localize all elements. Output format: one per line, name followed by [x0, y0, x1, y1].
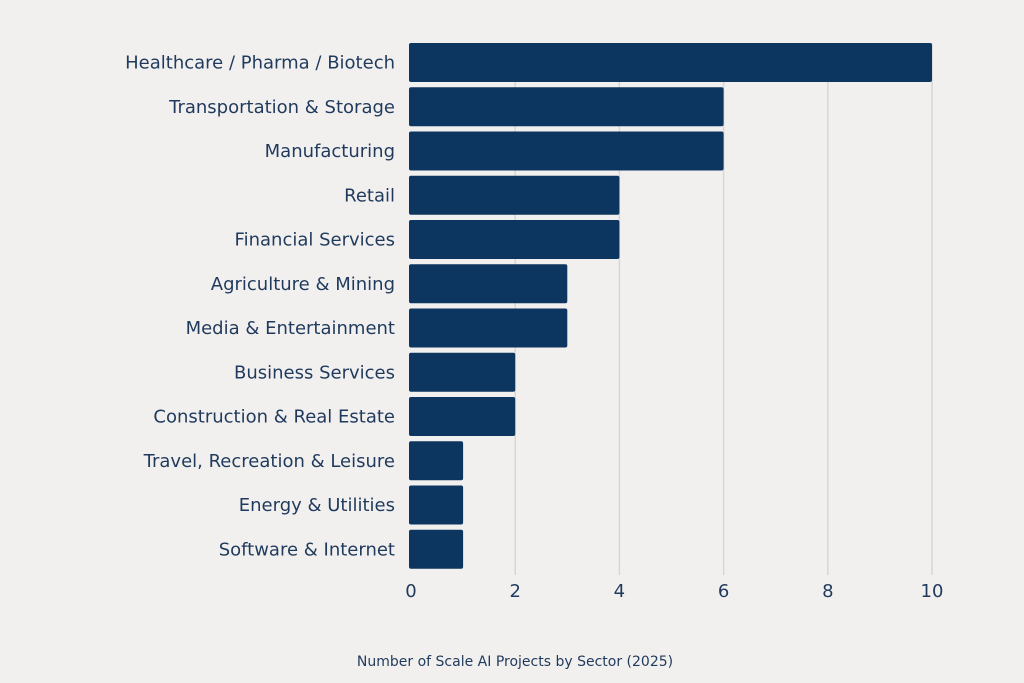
bar — [409, 43, 932, 82]
bar — [409, 441, 464, 481]
category-label: Construction & Real Estate — [153, 407, 395, 428]
bar — [409, 131, 724, 171]
x-tick-label: 4 — [614, 581, 625, 602]
bar — [409, 308, 568, 348]
bar — [409, 529, 464, 569]
x-tick-label: 0 — [405, 581, 416, 602]
category-label: Agriculture & Mining — [211, 274, 395, 295]
x-tick-label: 2 — [509, 581, 520, 602]
category-label: Media & Entertainment — [186, 318, 395, 339]
category-label: Transportation & Storage — [168, 97, 395, 118]
category-label: Travel, Recreation & Leisure — [143, 451, 395, 472]
bars — [409, 43, 932, 569]
bar — [409, 220, 620, 259]
category-label: Business Services — [234, 362, 395, 383]
category-label: Financial Services — [235, 230, 395, 251]
bar — [409, 264, 568, 304]
x-tick-label: 8 — [822, 581, 833, 602]
x-tick-label: 10 — [921, 581, 944, 602]
category-labels: Healthcare / Pharma / Biotech Transportat… — [125, 53, 395, 561]
category-label: Energy & Utilities — [239, 495, 395, 516]
bar — [409, 397, 516, 436]
bar — [409, 485, 464, 525]
x-axis-ticks: 0 2 4 6 8 10 — [405, 581, 943, 602]
bar — [409, 87, 724, 127]
category-label: Manufacturing — [265, 141, 395, 162]
category-label: Retail — [344, 185, 395, 206]
chart-caption: Number of Scale AI Projects by Sector (2… — [357, 654, 673, 670]
bar — [409, 175, 620, 215]
x-tick-label: 6 — [718, 581, 729, 602]
category-label: Healthcare / Pharma / Biotech — [125, 53, 395, 74]
category-label: Software & Internet — [219, 539, 395, 560]
bar — [409, 352, 516, 392]
